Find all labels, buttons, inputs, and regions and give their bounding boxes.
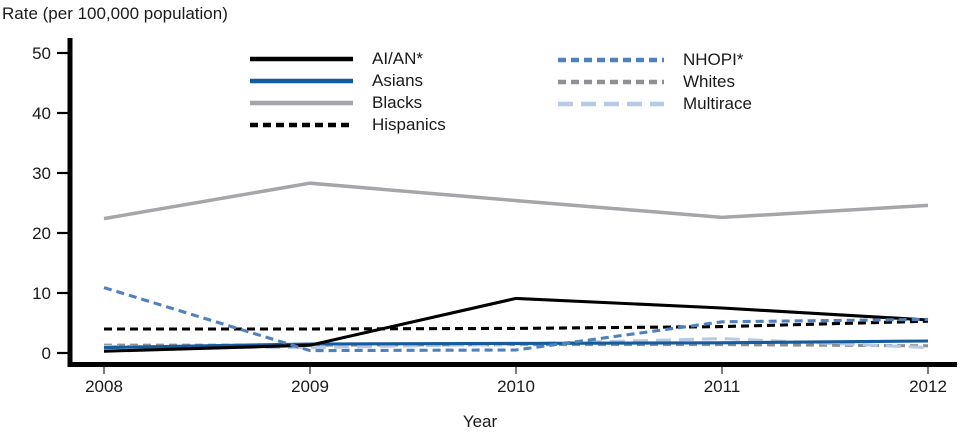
legend-item-nhopi: NHOPI* bbox=[558, 49, 752, 71]
legend-item-hispanics: Hispanics bbox=[250, 114, 446, 136]
legend-label: Multirace bbox=[683, 94, 752, 113]
x-tick-label: 2008 bbox=[85, 377, 123, 396]
x-tick-label: 2010 bbox=[497, 377, 535, 396]
y-tick-label: 10 bbox=[32, 284, 51, 303]
legend-left-column: AI/AN* Asians Blacks Hispanics bbox=[250, 48, 446, 136]
x-tick-label: 2009 bbox=[291, 377, 329, 396]
y-tick-label: 50 bbox=[32, 44, 51, 63]
series-line-nhopi bbox=[103, 286, 929, 353]
legend-swatch-ai-an-line bbox=[250, 56, 353, 62]
series-lines bbox=[103, 181, 929, 353]
legend-label: Hispanics bbox=[372, 115, 446, 134]
y-tick-label: 30 bbox=[32, 164, 51, 183]
legend-swatch-blacks-line bbox=[250, 100, 353, 106]
legend-right-column: NHOPI* Whites Multirace bbox=[558, 49, 752, 115]
legend-label: NHOPI* bbox=[683, 50, 744, 69]
legend-item-blacks: Blacks bbox=[250, 92, 446, 114]
x-tick-label: 2012 bbox=[909, 377, 947, 396]
legend-label: Blacks bbox=[372, 93, 423, 112]
legend-item-ai-an: AI/AN* bbox=[250, 48, 446, 70]
legend-swatch-whites-line bbox=[558, 79, 664, 85]
legend-swatch-multirace-line bbox=[558, 101, 664, 107]
legend-label: Asians bbox=[372, 71, 424, 90]
series-line-asians bbox=[103, 339, 929, 350]
x-tick-label: 2011 bbox=[704, 377, 741, 396]
legend-label: AI/AN* bbox=[372, 49, 424, 68]
series-line-hispanics bbox=[104, 319, 929, 331]
axes bbox=[67, 38, 957, 367]
legend-label: Whites bbox=[683, 72, 735, 91]
y-tick-label: 20 bbox=[32, 224, 51, 243]
y-axis-ticks: 0 10 20 30 40 50 bbox=[32, 44, 68, 363]
legend-item-asians: Asians bbox=[250, 70, 446, 92]
series-line-ai-an bbox=[103, 296, 929, 353]
legend-item-multirace: Multirace bbox=[558, 93, 752, 115]
legend-swatch-hispanics-line bbox=[250, 122, 353, 128]
y-axis-title: Rate (per 100,000 population) bbox=[2, 4, 228, 23]
y-tick-label: 40 bbox=[32, 104, 51, 123]
legend-swatch-nhopi-line bbox=[558, 57, 664, 63]
y-tick-label: 0 bbox=[42, 344, 51, 363]
series-line-blacks bbox=[103, 181, 929, 221]
legend-item-whites: Whites bbox=[558, 71, 752, 93]
legend-swatch-asians-line bbox=[250, 78, 353, 84]
x-axis-title: Year bbox=[462, 412, 498, 431]
x-axis-ticks: 2008 2009 2010 2011 2012 bbox=[85, 367, 947, 396]
